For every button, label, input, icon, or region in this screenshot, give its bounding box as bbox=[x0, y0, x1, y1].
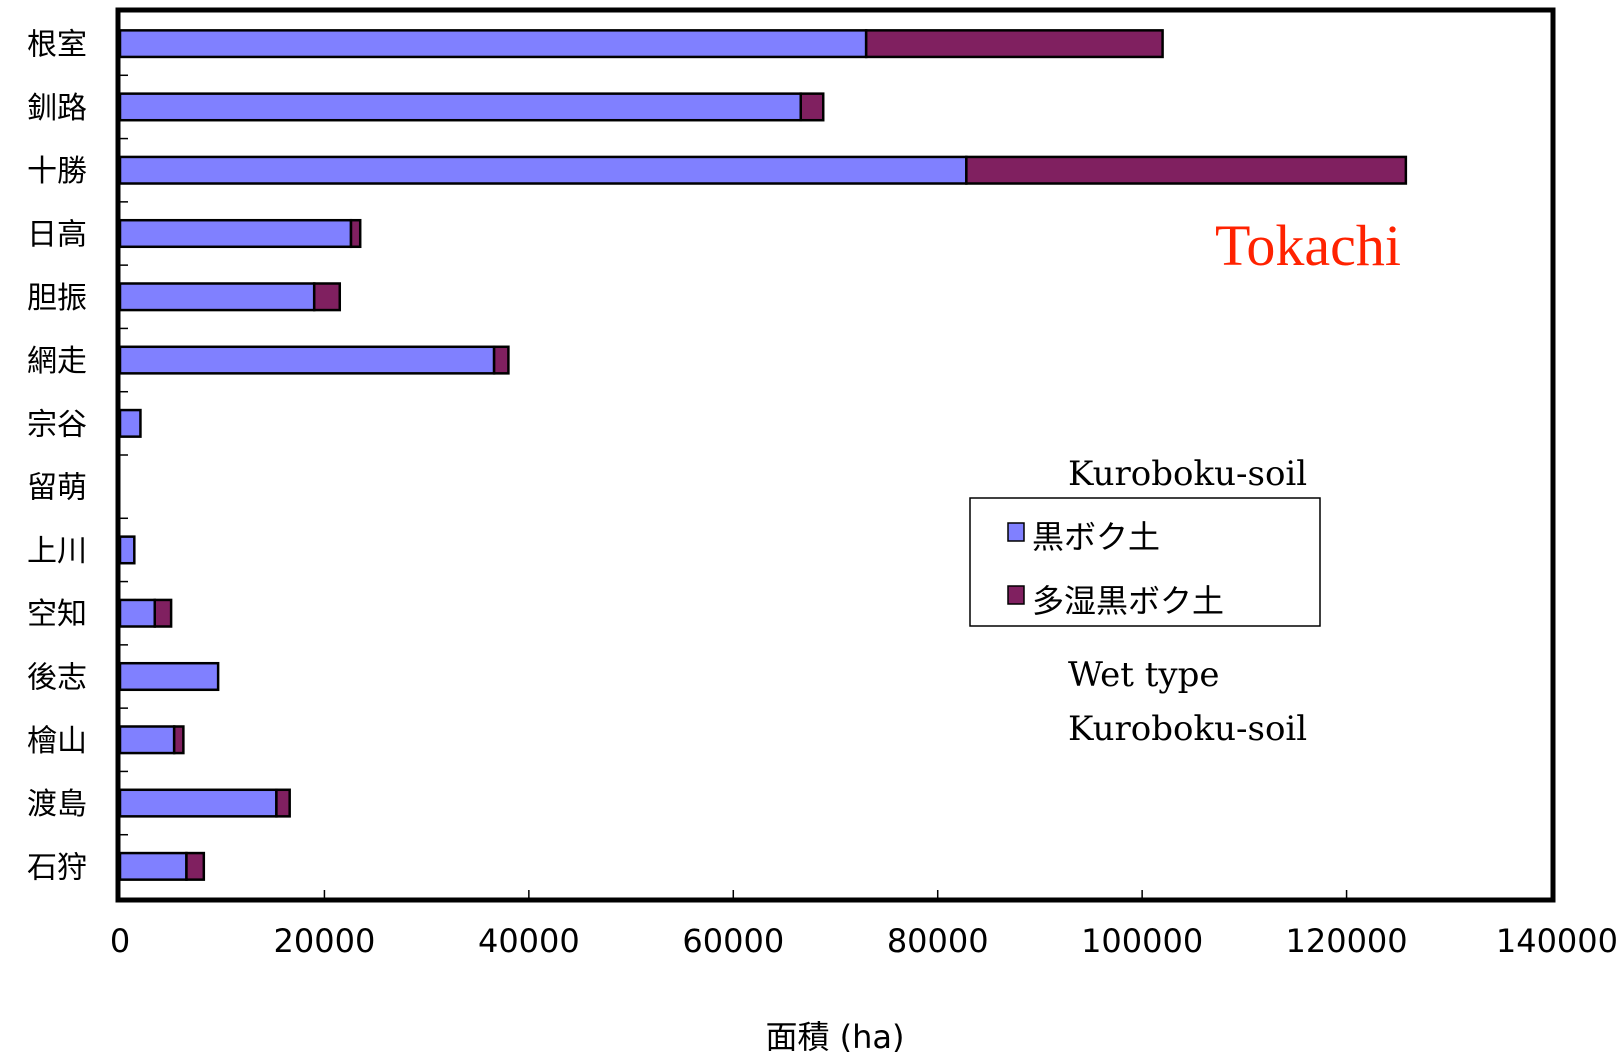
bar-石狩-series-0 bbox=[118, 851, 188, 881]
category-label-13: 石狩 bbox=[27, 850, 87, 885]
bar-檜山-series-1 bbox=[172, 725, 185, 755]
category-label-11: 檜山 bbox=[27, 724, 87, 759]
bar-胆振-series-1 bbox=[312, 282, 342, 312]
x-tick-label-100000: 100000 bbox=[1081, 922, 1203, 960]
x-tick-label-80000: 80000 bbox=[887, 922, 989, 960]
category-label-4: 胆振 bbox=[27, 281, 87, 316]
bar-根室-series-1 bbox=[864, 29, 1164, 59]
x-axis-ticks bbox=[323, 890, 1348, 898]
bar-渡島-series-0 bbox=[118, 788, 278, 818]
bar-空知-series-1 bbox=[153, 598, 173, 628]
bar-網走-series-1 bbox=[492, 345, 510, 375]
category-label-10: 後志 bbox=[27, 661, 87, 696]
legend: 黒ボク土 多湿黒ボク土 bbox=[969, 497, 1321, 627]
x-tick-label-140000: 140000 bbox=[1496, 922, 1618, 960]
bar-十勝-series-1 bbox=[965, 155, 1408, 185]
legend-box bbox=[969, 497, 1321, 627]
x-tick-label-20000: 20000 bbox=[274, 922, 376, 960]
y-axis-ticks bbox=[120, 74, 128, 836]
legend-label-wet-kuroboku: 多湿黒ボク土 bbox=[1032, 582, 1224, 620]
category-label-0: 根室 bbox=[27, 28, 87, 63]
bar-上川-series-0 bbox=[118, 535, 136, 565]
legend-swatch-wet-kuroboku bbox=[1007, 585, 1025, 605]
bar-十勝-series-0 bbox=[118, 155, 968, 185]
tokachi-annotation: Tokachi bbox=[1215, 213, 1401, 278]
bars-group bbox=[118, 29, 1408, 881]
category-label-6: 宗谷 bbox=[27, 407, 87, 442]
bar-根室-series-0 bbox=[118, 29, 868, 59]
x-axis-title: 面積 (ha) bbox=[765, 1018, 904, 1056]
x-tick-label-0: 0 bbox=[110, 922, 130, 960]
legend-label-kuroboku: 黒ボク土 bbox=[1032, 518, 1160, 556]
bar-日高-series-1 bbox=[349, 218, 362, 249]
category-label-3: 日高 bbox=[27, 218, 87, 253]
legend-caption-wet-kuroboku: Kuroboku-soil bbox=[1068, 709, 1307, 749]
category-label-2: 十勝 bbox=[27, 154, 87, 189]
bar-日高-series-0 bbox=[118, 218, 353, 249]
bar-石狩-series-1 bbox=[185, 851, 206, 881]
plot-frame bbox=[115, 7, 1556, 903]
legend-caption-wet-type: Wet type bbox=[1068, 655, 1220, 695]
bar-釧路-series-0 bbox=[118, 92, 802, 122]
x-tick-label-40000: 40000 bbox=[478, 922, 580, 960]
bar-空知-series-0 bbox=[118, 598, 157, 628]
bar-檜山-series-0 bbox=[118, 725, 176, 755]
x-tick-labels: 0 20000 40000 60000 80000 100000 120000 140000 bbox=[110, 922, 1618, 960]
category-label-1: 釧路 bbox=[27, 91, 87, 126]
category-label-8: 上川 bbox=[27, 534, 87, 569]
category-label-9: 空知 bbox=[27, 597, 87, 632]
category-label-5: 網走 bbox=[27, 344, 87, 379]
bar-胆振-series-0 bbox=[118, 282, 316, 312]
legend-swatch-kuroboku bbox=[1007, 522, 1025, 542]
legend-caption-kuroboku: Kuroboku-soil bbox=[1068, 454, 1307, 494]
bar-後志-series-0 bbox=[118, 661, 220, 692]
bar-宗谷-series-0 bbox=[118, 408, 142, 438]
category-label-12: 渡島 bbox=[27, 787, 87, 822]
bar-渡島-series-1 bbox=[275, 788, 291, 818]
category-label-7: 留萌 bbox=[27, 471, 87, 506]
bar-網走-series-0 bbox=[118, 345, 496, 375]
bar-釧路-series-1 bbox=[799, 92, 825, 122]
x-tick-label-60000: 60000 bbox=[682, 922, 784, 960]
x-tick-label-120000: 120000 bbox=[1285, 922, 1407, 960]
